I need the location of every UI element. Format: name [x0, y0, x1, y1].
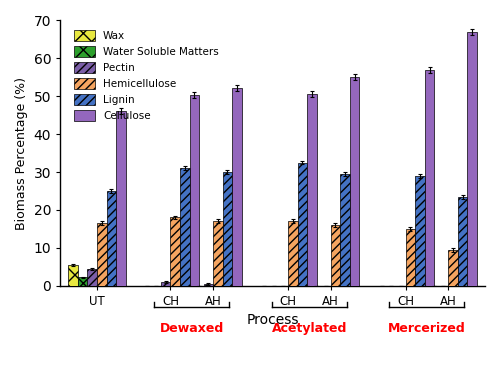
Bar — [350, 77, 360, 286]
Bar — [180, 168, 190, 286]
Bar — [106, 191, 116, 286]
Bar — [415, 176, 424, 286]
Text: Acetylated: Acetylated — [272, 322, 347, 335]
Bar — [406, 229, 415, 286]
Bar — [448, 250, 458, 286]
Bar — [288, 221, 298, 286]
Y-axis label: Biomass Percentage (%): Biomass Percentage (%) — [15, 77, 28, 230]
Bar — [78, 277, 88, 286]
Bar — [468, 32, 477, 286]
Bar — [97, 223, 106, 286]
Bar — [458, 197, 468, 286]
Legend: Wax, Water Soluble Matters, Pectin, Hemicellulose, Lignin, Cellulose: Wax, Water Soluble Matters, Pectin, Hemi… — [70, 26, 223, 125]
Bar — [88, 269, 97, 286]
Bar — [232, 87, 241, 286]
Bar — [204, 284, 213, 286]
Bar — [307, 94, 316, 286]
Bar — [330, 225, 340, 286]
Bar — [213, 221, 222, 286]
Text: Mercerized: Mercerized — [388, 322, 466, 335]
Bar — [68, 265, 78, 286]
Bar — [161, 282, 170, 286]
Bar — [222, 172, 232, 286]
X-axis label: Process: Process — [246, 313, 299, 327]
Bar — [424, 70, 434, 286]
Text: Dewaxed: Dewaxed — [160, 322, 224, 335]
Bar — [190, 95, 199, 286]
Bar — [170, 217, 180, 286]
Bar — [340, 174, 350, 286]
Bar — [116, 111, 126, 286]
Bar — [298, 163, 307, 286]
